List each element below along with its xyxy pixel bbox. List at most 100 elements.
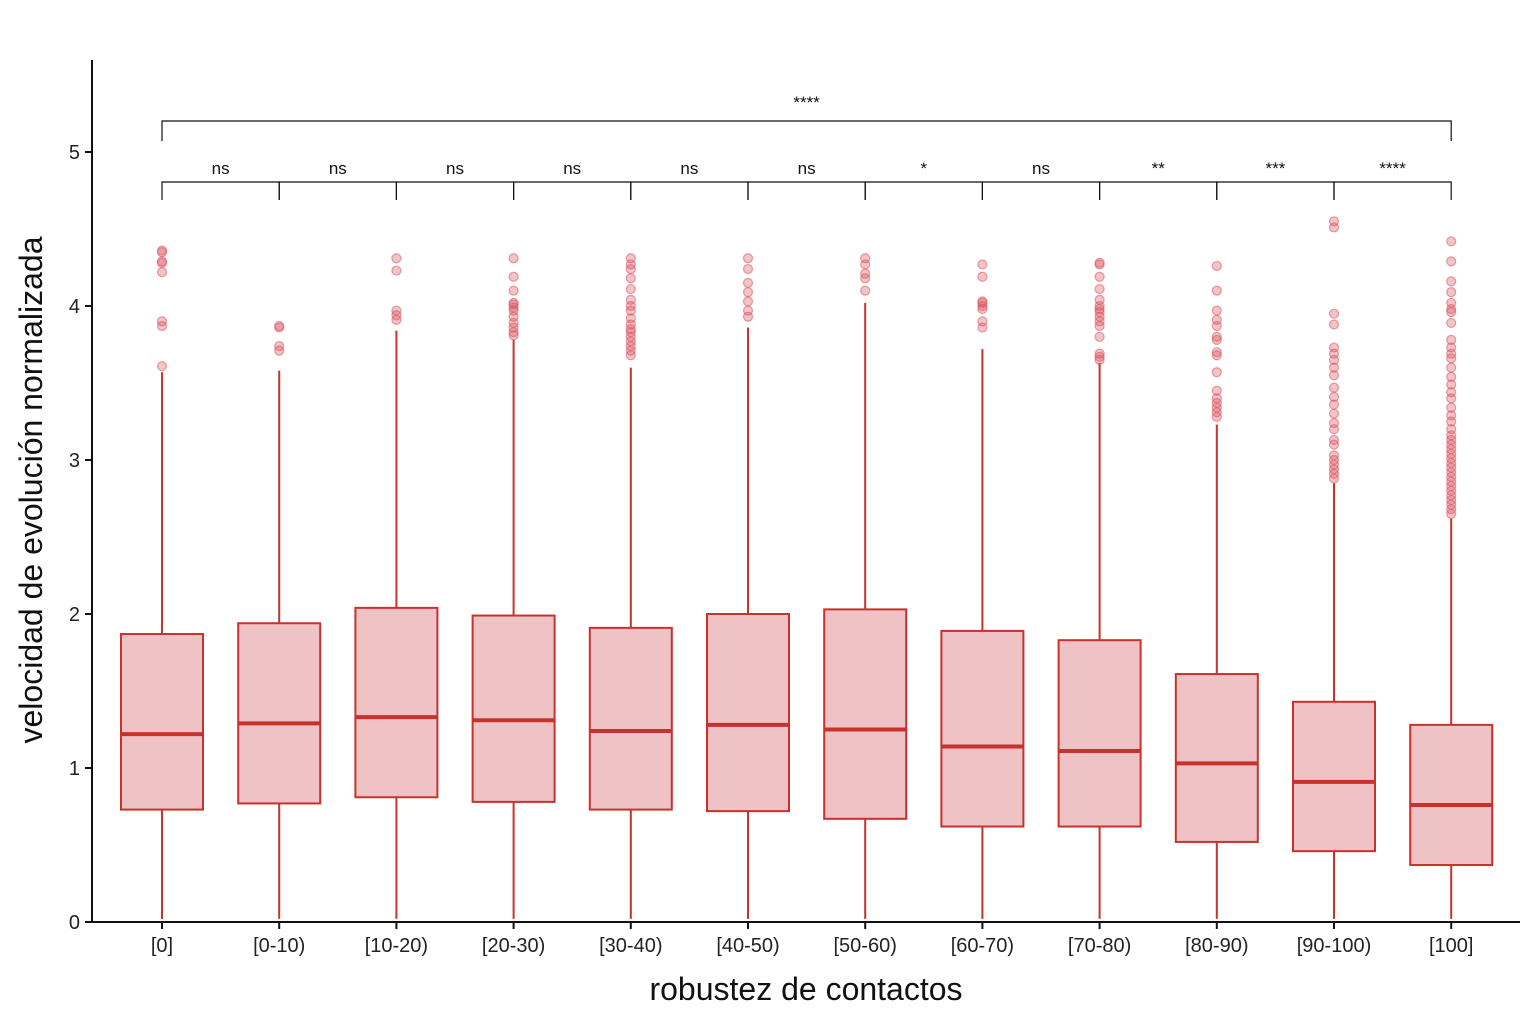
outlier-point: [1094, 271, 1105, 282]
bracket-line: [1099, 181, 1218, 200]
outlier-point: [977, 296, 988, 307]
significance-label: ****: [793, 93, 820, 112]
bracket-line: [161, 181, 280, 200]
box-group-2: [237, 320, 322, 919]
outlier-point: [1328, 370, 1340, 381]
significance-label: ns: [680, 159, 698, 178]
outlier-point: [508, 253, 519, 264]
outlier-point: [625, 283, 636, 295]
outlier-point: [1446, 334, 1457, 345]
outlier-point: [1446, 402, 1457, 413]
outlier-point: [1328, 342, 1340, 353]
comparison-bracket: ns: [513, 159, 632, 200]
outlier-point: [1094, 257, 1105, 268]
outlier-point: [1328, 417, 1340, 429]
box-iqr: [1057, 639, 1142, 828]
outlier-point: [156, 360, 168, 372]
comparison-bracket: ns: [161, 159, 280, 200]
bracket-line: [513, 181, 632, 200]
box-group-3: [354, 253, 439, 919]
outlier-point: [1211, 305, 1222, 316]
box-iqr: [706, 613, 790, 813]
outlier-point: [1211, 393, 1222, 404]
bracket-line: [747, 181, 866, 200]
outlier-point: [742, 305, 754, 316]
comparison-bracket: ns: [630, 159, 749, 200]
significance-label: ns: [446, 159, 464, 178]
outlier-point: [1446, 379, 1457, 390]
outlier-point: [860, 268, 871, 279]
significance-label: ***: [1265, 159, 1285, 178]
x-tick-label: [80-90): [1185, 935, 1248, 957]
bracket-line: [1216, 181, 1335, 200]
significance-label: ns: [212, 159, 230, 178]
outlier-point: [1446, 236, 1457, 247]
outlier-point: [508, 285, 519, 296]
outlier-point: [977, 271, 988, 282]
box-iqr: [1174, 673, 1259, 843]
x-tick-label: [30-40): [599, 935, 662, 957]
significance-label: **: [1152, 159, 1166, 178]
x-tick-label: [90-100): [1297, 935, 1372, 957]
outlier-point: [1094, 294, 1105, 305]
outlier-point: [1094, 283, 1105, 295]
outlier-point: [1328, 399, 1340, 410]
outlier-point: [860, 285, 871, 296]
outlier-point: [742, 253, 754, 264]
bracket-line: [1333, 181, 1452, 200]
outlier-point: [1328, 382, 1340, 393]
y-tick-label: 5: [69, 142, 80, 164]
outlier-point: [625, 253, 636, 264]
outlier-point: [1211, 260, 1222, 272]
outlier-point: [1446, 424, 1457, 435]
comparison-bracket: ****: [1333, 159, 1452, 200]
comparison-bracket: *: [864, 159, 983, 200]
box-group-12: [1409, 236, 1494, 919]
axes: 0 1 2 3 4 5 [0] [0-10) [10-20) [20-30) [30-40) [40-…: [69, 60, 1520, 957]
outlier-point: [1211, 314, 1222, 325]
outlier-point: [391, 305, 402, 316]
outlier-point: [625, 294, 636, 305]
y-axis-title: velocidad de evolución normalizada: [13, 236, 49, 743]
y-tick-label: 1: [69, 758, 80, 780]
box-group-9: [1057, 257, 1142, 919]
comparison-bracket: ***: [1216, 159, 1335, 200]
bracket-line: [278, 181, 397, 200]
outlier-point: [742, 263, 754, 275]
outlier-point: [1211, 334, 1222, 345]
comparison-bracket: ns: [278, 159, 397, 200]
outlier-point: [1446, 342, 1457, 353]
outlier-point: [1446, 297, 1457, 309]
outlier-point: [274, 320, 285, 332]
bracket-line: [864, 181, 983, 200]
comparison-bracket: ns: [747, 159, 866, 200]
outlier-point: [508, 271, 519, 282]
bracket-line: [395, 181, 515, 200]
significance-label: ns: [798, 159, 816, 178]
x-tick-label: [70-80): [1068, 935, 1131, 957]
outlier-point: [1446, 256, 1457, 267]
box-iqr: [471, 614, 556, 803]
x-tick-label: [60-70): [951, 935, 1014, 957]
outlier-point: [1211, 285, 1222, 296]
outlier-point: [508, 330, 519, 341]
outlier-point: [742, 287, 754, 298]
box-iqr: [1409, 723, 1494, 867]
outlier-point: [742, 296, 754, 307]
outlier-point: [625, 313, 636, 324]
outlier-point: [1446, 276, 1457, 287]
bracket-line: [981, 181, 1101, 200]
significance-label: *: [920, 159, 927, 178]
comparison-bracket: ns: [395, 159, 515, 200]
outlier-point: [1328, 391, 1340, 402]
outlier-point: [1446, 387, 1457, 398]
x-tick-label: [10-20): [365, 935, 428, 957]
outlier-point: [977, 316, 988, 327]
significance-label: ****: [1379, 159, 1406, 178]
significance-label: ns: [329, 159, 347, 178]
box-iqr: [588, 626, 673, 811]
outlier-point: [1211, 331, 1222, 342]
outlier-point: [860, 253, 871, 264]
box-group-8: [940, 259, 1025, 919]
outlier-point: [1328, 450, 1340, 461]
